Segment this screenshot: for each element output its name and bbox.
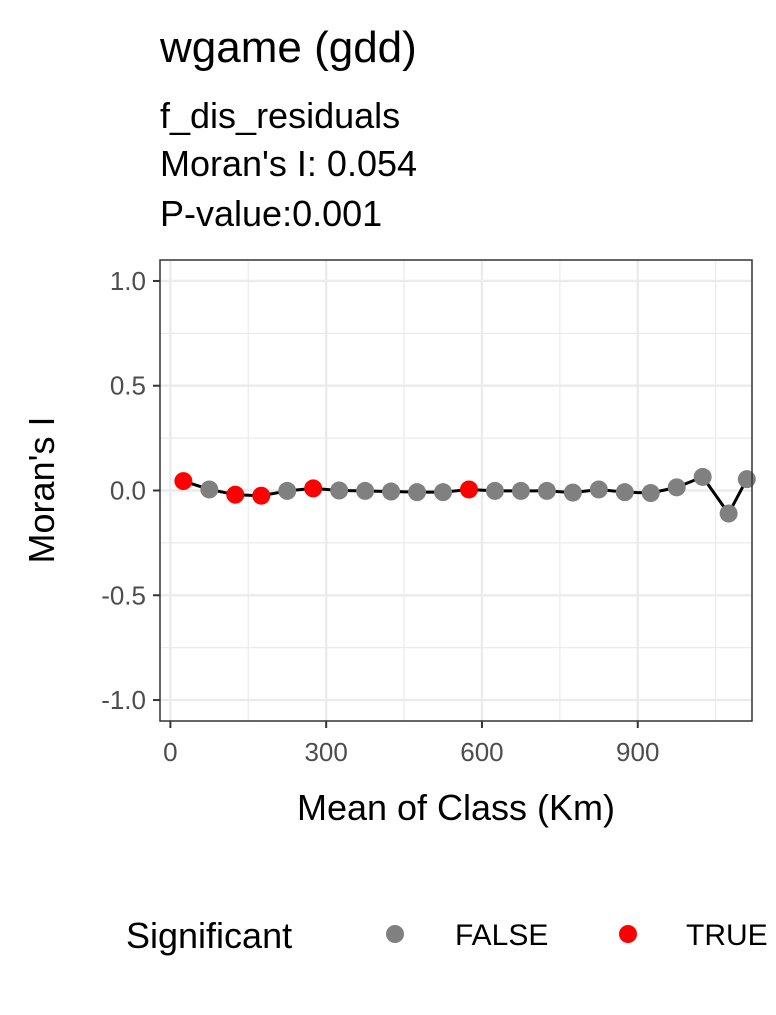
data-point-not-significant — [200, 480, 219, 499]
grid-minor-lines — [160, 260, 752, 721]
y-axis: 1.0 0.5 0.0 -0.5 -1.0 — [101, 266, 160, 715]
grid-major-lines — [160, 260, 752, 721]
chart-subtitle-line-2: Moran's I: 0.054 — [160, 143, 417, 184]
x-tick-label: 900 — [616, 737, 659, 767]
data-point-not-significant — [589, 480, 608, 499]
x-axis: 0 300 600 900 — [163, 721, 659, 767]
x-tick-label: 300 — [304, 737, 347, 767]
y-axis-title: Moran's I — [21, 417, 62, 564]
data-point-significant — [459, 480, 478, 499]
data-points — [174, 467, 756, 523]
x-axis-title: Mean of Class (Km) — [297, 787, 615, 828]
chart-subtitle-line-3: P-value:0.001 — [160, 193, 382, 234]
legend-key-true — [619, 925, 637, 943]
y-tick-label: 0.0 — [110, 476, 146, 506]
data-point-not-significant — [693, 467, 712, 486]
data-point-not-significant — [563, 483, 582, 502]
legend-label-true: TRUE — [686, 919, 768, 952]
data-point-significant — [304, 479, 323, 498]
x-tick-label: 600 — [460, 737, 503, 767]
data-point-not-significant — [615, 483, 634, 502]
data-point-not-significant — [511, 481, 530, 500]
legend-title: Significant — [126, 915, 292, 956]
data-point-not-significant — [641, 484, 660, 503]
data-point-not-significant — [330, 481, 349, 500]
data-point-not-significant — [356, 481, 375, 500]
y-tick-label: -0.5 — [101, 580, 146, 610]
data-point-not-significant — [382, 482, 401, 501]
legend: Significant FALSE TRUE — [126, 915, 768, 956]
data-point-not-significant — [434, 483, 453, 502]
data-point-not-significant — [667, 478, 686, 497]
data-point-not-significant — [485, 481, 504, 500]
data-point-significant — [174, 472, 193, 491]
y-tick-label: -1.0 — [101, 685, 146, 715]
data-point-not-significant — [537, 481, 556, 500]
y-tick-label: 1.0 — [110, 266, 146, 296]
data-point-not-significant — [737, 470, 756, 489]
data-point-not-significant — [719, 504, 738, 523]
x-tick-label: 0 — [163, 737, 177, 767]
data-point-not-significant — [408, 483, 427, 502]
chart-title: wgame (gdd) — [159, 23, 417, 72]
data-point-significant — [226, 485, 245, 504]
y-tick-label: 0.5 — [110, 371, 146, 401]
legend-key-false — [386, 925, 404, 943]
data-point-significant — [252, 486, 271, 505]
legend-label-false: FALSE — [455, 919, 548, 952]
chart-subtitle-line-1: f_dis_residuals — [160, 95, 400, 136]
data-point-not-significant — [278, 481, 297, 500]
